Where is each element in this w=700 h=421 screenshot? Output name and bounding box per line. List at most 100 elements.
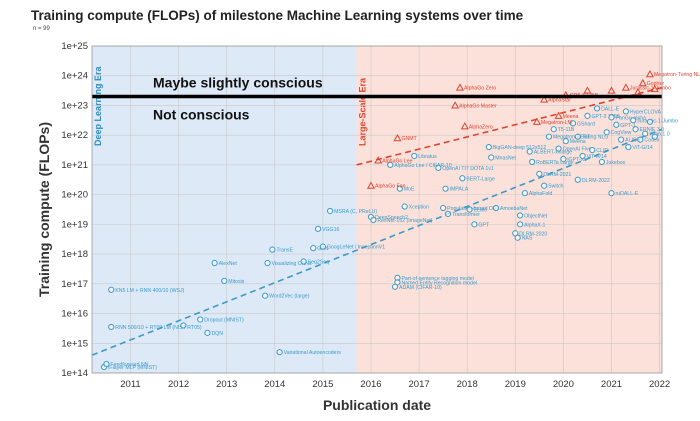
data-point-circle (517, 221, 524, 228)
data-point-label: ELMo (474, 208, 488, 214)
data-point-triangle (621, 83, 630, 91)
chart-subtitle: n = 99 (33, 26, 50, 32)
axes: 1e+14 1e+15 1e+16 1e+17 1e+18 1e+19 1e+20 1e+21… (36, 41, 670, 413)
data-point-label: Meena (570, 139, 586, 145)
data-point-label: Jukebox (606, 160, 626, 166)
data-point-circle (521, 190, 529, 197)
data-point-circle (488, 154, 495, 161)
data-point-label: Transformer (452, 212, 480, 218)
data-point-label: DALL-E (601, 106, 620, 112)
data-point-label: ruDALL-E (615, 191, 638, 197)
data-point-label: ALIGN (625, 138, 641, 144)
data-point-circle (618, 136, 625, 143)
data-point-circle (262, 292, 269, 299)
data-point-circle (517, 212, 524, 219)
data-point-label: Seq2Seq (308, 260, 329, 266)
data-point-triangle (583, 86, 592, 94)
data-point-label: ViT-G/14 (632, 145, 652, 151)
data-point-circle (319, 243, 326, 250)
data-point-label: MSRA (C, PReLU) (334, 209, 377, 215)
data-point-triangle (374, 156, 383, 164)
data-point-label: AlphaFold (529, 191, 552, 197)
grid (92, 45, 662, 374)
data-point-circle (651, 133, 658, 140)
y-tick-label: 1e+23 (61, 100, 88, 111)
data-point-circle (642, 130, 649, 137)
data-point-circle (555, 145, 562, 152)
data-point-label: OpenAI Five (563, 147, 592, 153)
data-point-circle (622, 108, 630, 115)
data-point-label: OpenAI TI7 DOTA 1v1 (442, 166, 494, 172)
data-point-circle (593, 105, 601, 112)
data-point-triangle (451, 101, 460, 109)
era-label: Large-Scale Era (358, 77, 368, 146)
data-point-label: GNMT (401, 136, 417, 142)
data-point-label: AlphaGo Fan (375, 184, 406, 190)
data-point-label: RNN 500/10 + RT09 LM (NIST RT05) (115, 325, 202, 331)
y-tick-label: 1e+14 (61, 368, 88, 379)
data-point-label: AlexNet (219, 261, 238, 267)
data-point-label: Feedforward NN (110, 362, 148, 368)
data-point-label: Gopher (647, 81, 665, 87)
data-point-label: GPT (478, 222, 489, 228)
data-point-label: Named Entity Recognition model (401, 280, 477, 286)
data-point-triangle (633, 87, 642, 96)
data-point-label: TransE (276, 248, 293, 254)
chart-title: Training compute (FLOPs) of milestone Ma… (31, 8, 524, 23)
data-point-label: Mitosis (228, 279, 245, 285)
data-point-label: Codex (644, 138, 659, 144)
data-point-circle (401, 203, 408, 210)
x-tick-label: 2011 (120, 379, 140, 390)
y-tick-label: 1e+20 (61, 190, 88, 201)
y-tick-label: 1e+22 (61, 130, 88, 141)
data-point-circle (310, 245, 317, 252)
data-point-label: VGG16 (322, 227, 339, 233)
data-point-circle (108, 286, 115, 293)
data-point-circle (485, 143, 492, 151)
data-point-circle (492, 204, 500, 212)
data-point-label: Visualizing CNNs (272, 261, 312, 267)
data-point-triangle (554, 111, 563, 119)
data-point-label: Dropout (MNIST) (204, 317, 244, 323)
data-point-circle (526, 148, 533, 155)
data-point-circle (646, 118, 654, 125)
data-point-circle (608, 114, 615, 121)
data-point-circle (435, 164, 442, 171)
data-point-circle (550, 126, 557, 133)
data-point-label: ADAM (CIFAR-10) (399, 285, 442, 291)
data-point-circle (327, 207, 334, 215)
data-point-circle (613, 121, 620, 128)
data-point-circle (569, 120, 577, 127)
data-point-circle (276, 349, 283, 356)
data-point-label: BigGAN-deep 512x512 (493, 145, 546, 151)
data-point-circle (536, 170, 543, 177)
x-axis-label: Publication date (323, 397, 431, 413)
trend-line (356, 86, 663, 166)
data-point-circle (560, 155, 567, 163)
era-band (92, 46, 357, 373)
data-point-label: Part-of-sentence tagging model (401, 276, 473, 282)
x-tick-label: 2020 (553, 379, 574, 390)
data-point-circle (545, 133, 553, 140)
y-tick-label: 1e+18 (61, 249, 88, 260)
data-point-label: ERNIE 3.0 (640, 127, 665, 133)
data-point-circle (387, 161, 394, 169)
data-point-label: AlphaGo Lee (382, 158, 412, 164)
data-point-label: CLIP (596, 148, 608, 154)
data-point-circle (466, 206, 473, 213)
data-points: 6-layer MLP (MNIST)Feedforward NN KN5 LM … (100, 70, 700, 371)
data-point-label: IMPALA (450, 187, 469, 193)
data-point-label: HyperCLOVA (630, 109, 662, 115)
y-tick-label: 1e+16 (61, 309, 88, 320)
data-point-circle (197, 316, 204, 323)
y-tick-label: 1e+15 (61, 338, 88, 349)
data-point-triangle (455, 83, 465, 91)
x-tick-label: 2022 (649, 379, 670, 390)
y-tick-label: 1e+24 (61, 71, 88, 82)
data-point-circle (514, 234, 521, 241)
data-point-circle (444, 210, 452, 218)
y-tick-label: 1e+19 (61, 219, 88, 230)
data-point-circle (459, 175, 466, 182)
threshold: Maybe slightly conscious Not conscious (92, 75, 662, 123)
